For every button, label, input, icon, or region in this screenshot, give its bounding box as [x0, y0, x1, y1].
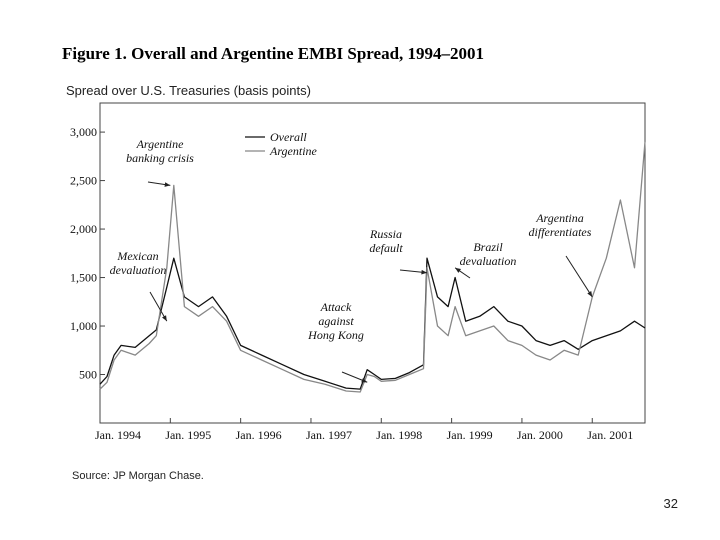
- y-tick-label: 1,000: [70, 319, 97, 333]
- y-axis-label: Spread over U.S. Treasuries (basis point…: [66, 83, 311, 98]
- annotation-label: against: [318, 314, 354, 328]
- annotation-arrow: [565, 255, 593, 298]
- annotation-label: devaluation: [110, 263, 167, 277]
- annotation-label: banking crisis: [126, 151, 194, 165]
- x-tick-label: Jan. 1996: [236, 428, 282, 442]
- series-line-argentine: [99, 141, 646, 393]
- annotation-label: Argentine: [136, 137, 185, 151]
- annotation-label: Attack: [320, 300, 352, 314]
- annotation-label: Mexican: [116, 249, 158, 263]
- x-tick-label: Jan. 2000: [517, 428, 563, 442]
- annotation-label: Argentina: [535, 211, 584, 225]
- annotation-arrow: [149, 291, 168, 322]
- y-tick-label: 1,500: [70, 271, 97, 285]
- x-tick-label: Jan. 1997: [306, 428, 352, 442]
- series-line-overall: [99, 257, 646, 390]
- annotation-label: devaluation: [460, 254, 517, 268]
- annotation-label: Hong Kong: [307, 328, 364, 342]
- page-number: 32: [663, 496, 678, 511]
- annotation-label: Brazil: [473, 240, 503, 254]
- y-tick-label: 3,000: [70, 125, 97, 139]
- annotation-label: Russia: [369, 227, 402, 241]
- annotation-arrowhead: [164, 182, 171, 187]
- y-tick-label: 2,500: [70, 174, 97, 188]
- source-note: Source: JP Morgan Chase.: [72, 470, 204, 482]
- y-tick-label: 2,000: [70, 222, 97, 236]
- x-tick-label: Jan. 1995: [165, 428, 211, 442]
- legend-label-overall: Overall: [270, 130, 307, 144]
- y-tick-label: 500: [79, 368, 97, 382]
- x-tick-label: Jan. 2001: [587, 428, 633, 442]
- plot-frame: [99, 102, 646, 424]
- annotation-label: differentiates: [529, 225, 592, 239]
- annotation-arrowhead: [162, 315, 167, 322]
- annotation-arrowhead: [455, 267, 462, 273]
- legend-label-argentine: Argentine: [269, 144, 318, 158]
- x-tick-label: Jan. 1994: [95, 428, 141, 442]
- annotation-arrowhead: [587, 291, 593, 297]
- x-tick-label: Jan. 1998: [376, 428, 422, 442]
- annotation-label: default: [369, 241, 403, 255]
- annotation-arrowhead: [421, 269, 427, 275]
- annotation-arrowhead: [361, 378, 368, 383]
- figure-title: Figure 1. Overall and Argentine EMBI Spr…: [62, 44, 485, 63]
- x-tick-label: Jan. 1999: [447, 428, 493, 442]
